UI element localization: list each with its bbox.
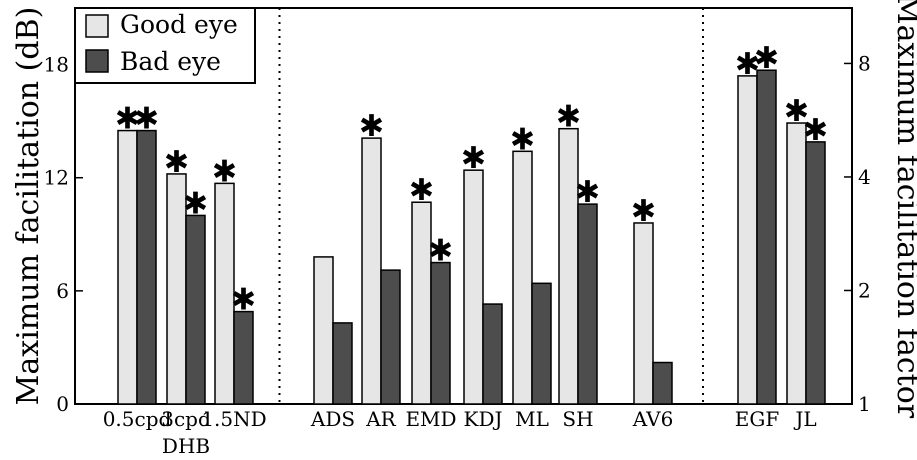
bar-bad-3cpd xyxy=(185,214,206,405)
bar-bad-1.5ND xyxy=(233,310,254,405)
category-label-ADS: ADS xyxy=(310,407,355,431)
star-bad-1.5ND: ✱ xyxy=(231,283,256,318)
significance-stars: ✱✱✱✱✱✱✱✱✱✱✱✱✱✱✱✱✱✱ xyxy=(115,41,828,317)
star-good-AV6: ✱ xyxy=(631,194,656,229)
category-label-EGF: EGF xyxy=(735,407,780,431)
star-good-0.5cpd: ✱ xyxy=(115,102,140,137)
bar-bad-0.5cpd xyxy=(136,129,157,405)
bar-bad-ADS xyxy=(332,322,353,405)
category-label-AV6: AV6 xyxy=(632,407,674,431)
right-axis-ticks: 1 2 4 8 xyxy=(844,51,871,416)
star-bad-EMD: ✱ xyxy=(428,234,453,269)
bar-good-EMD xyxy=(411,201,432,405)
category-label-0.5cpd: 0.5cpd xyxy=(103,407,172,431)
bar-good-SH xyxy=(558,127,579,405)
star-bad-SH: ✱ xyxy=(575,175,600,210)
star-good-3cpd: ✱ xyxy=(164,145,189,180)
bar-bad-JL xyxy=(805,141,826,405)
star-good-JL: ✱ xyxy=(784,94,809,129)
star-bad-3cpd: ✱ xyxy=(183,186,208,221)
legend-label-good: Good eye xyxy=(120,10,238,39)
legend: Good eye Bad eye xyxy=(74,7,256,84)
category-label-AR: AR xyxy=(365,407,396,431)
bar-good-EGF xyxy=(737,75,758,405)
category-label-3cpd: 3cpd xyxy=(161,407,211,431)
bar-good-ADS xyxy=(313,256,334,405)
left-tick-label-0: 0 xyxy=(56,392,69,416)
star-good-EGF: ✱ xyxy=(735,47,760,82)
bar-bad-EMD xyxy=(430,261,451,405)
y-axis-title-left: Maximum facilitation (dB) xyxy=(11,7,46,406)
category-sublabel-DHB: DHB xyxy=(162,434,210,458)
bar-good-ML xyxy=(512,150,533,405)
left-axis-ticks: 0 6 12 18 xyxy=(44,53,83,416)
right-tick-label-1: 1 xyxy=(858,392,871,416)
bar-bad-AR xyxy=(380,269,401,405)
bar-bad-KDJ xyxy=(482,303,503,405)
category-label-SH: SH xyxy=(562,407,593,431)
legend-swatch-good xyxy=(85,14,109,38)
category-label-1.5ND: 1.5ND xyxy=(201,407,266,431)
bar-good-AR xyxy=(361,137,382,405)
bar-good-1.5ND xyxy=(214,182,235,405)
left-tick-label-6: 6 xyxy=(56,279,69,303)
bar-good-KDJ xyxy=(463,169,484,405)
left-tick-label-12: 12 xyxy=(44,166,69,190)
bar-good-JL xyxy=(786,122,807,405)
right-tick-label-4: 4 xyxy=(858,165,871,189)
star-bad-EGF: ✱ xyxy=(754,41,779,76)
star-good-KDJ: ✱ xyxy=(461,141,486,176)
star-bad-JL: ✱ xyxy=(803,113,828,148)
category-label-JL: JL xyxy=(793,407,816,431)
left-tick-label-18: 18 xyxy=(44,53,69,77)
star-good-ML: ✱ xyxy=(510,122,535,157)
bar-bad-AV6 xyxy=(652,361,673,405)
star-good-SH: ✱ xyxy=(556,100,581,135)
bars xyxy=(117,69,826,405)
y-axis-title-right: Maximum facilitation factor xyxy=(890,0,917,419)
category-label-KDJ: KDJ xyxy=(464,407,503,431)
legend-swatch-bad xyxy=(85,49,109,73)
star-good-AR: ✱ xyxy=(359,109,384,144)
category-label-EMD: EMD xyxy=(405,407,456,431)
star-good-EMD: ✱ xyxy=(409,173,434,208)
bar-good-AV6 xyxy=(633,222,654,405)
group-separators xyxy=(278,8,704,404)
category-label-ML: ML xyxy=(515,407,549,431)
legend-label-bad: Bad eye xyxy=(120,47,221,76)
bar-bad-ML xyxy=(531,282,552,405)
star-bad-0.5cpd: ✱ xyxy=(134,102,159,137)
star-good-1.5ND: ✱ xyxy=(212,154,237,189)
right-tick-label-8: 8 xyxy=(858,51,871,75)
bar-good-0.5cpd xyxy=(117,129,138,405)
right-tick-label-2: 2 xyxy=(858,278,871,302)
bar-bad-EGF xyxy=(756,69,777,405)
bar-bad-SH xyxy=(577,203,598,405)
